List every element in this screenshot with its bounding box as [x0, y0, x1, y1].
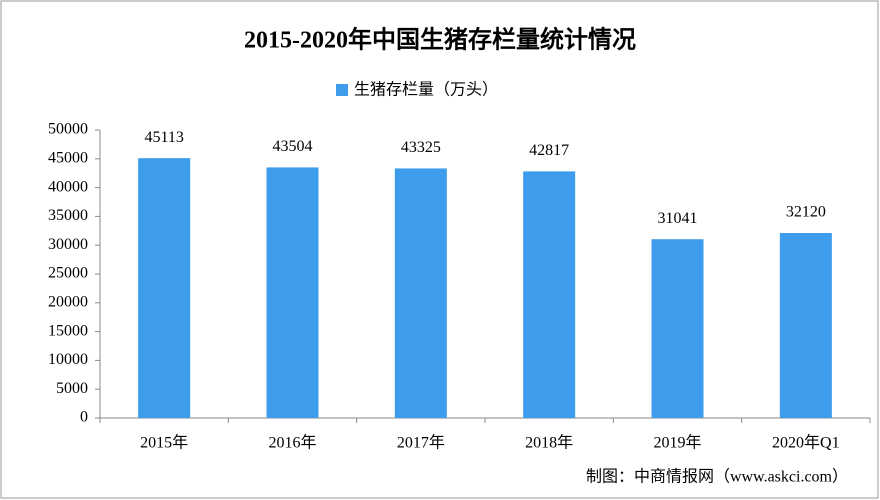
bar	[651, 239, 704, 418]
y-tick-label: 0	[80, 409, 88, 426]
y-tick-label: 25000	[48, 265, 88, 282]
legend-label: 生猪存栏量（万头）	[354, 81, 498, 99]
y-tick-label: 50000	[48, 121, 88, 138]
y-tick-label: 40000	[48, 178, 88, 195]
data-label: 43325	[401, 139, 441, 156]
bar	[523, 171, 576, 418]
y-tick-label: 45000	[48, 149, 88, 166]
x-tick-label: 2020年Q1	[772, 434, 840, 452]
x-tick-label: 2015年	[140, 434, 188, 452]
bar	[779, 232, 832, 418]
data-label: 43504	[273, 138, 313, 155]
data-label: 45113	[144, 129, 183, 146]
x-tick-label: 2017年	[397, 434, 445, 452]
x-tick-label: 2018年	[525, 434, 573, 452]
x-tick-label: 2019年	[653, 434, 701, 452]
bar	[138, 158, 191, 419]
y-tick-label: 5000	[56, 380, 88, 397]
y-tick-label: 35000	[48, 207, 88, 224]
legend-swatch	[336, 84, 348, 96]
data-label: 32120	[786, 204, 826, 221]
y-tick-label: 20000	[48, 293, 88, 310]
bar	[266, 167, 319, 418]
x-tick-label: 2016年	[268, 434, 316, 452]
data-label: 42817	[529, 142, 569, 159]
y-tick-label: 15000	[48, 322, 88, 339]
chart-title: 2015-2020年中国生猪存栏量统计情况	[244, 26, 636, 54]
y-tick-label: 10000	[48, 351, 88, 368]
y-tick-label: 30000	[48, 236, 88, 253]
source-note: 制图：中商情报网（www.askci.com）	[586, 468, 848, 486]
data-label: 31041	[658, 210, 698, 227]
bar	[394, 168, 447, 418]
